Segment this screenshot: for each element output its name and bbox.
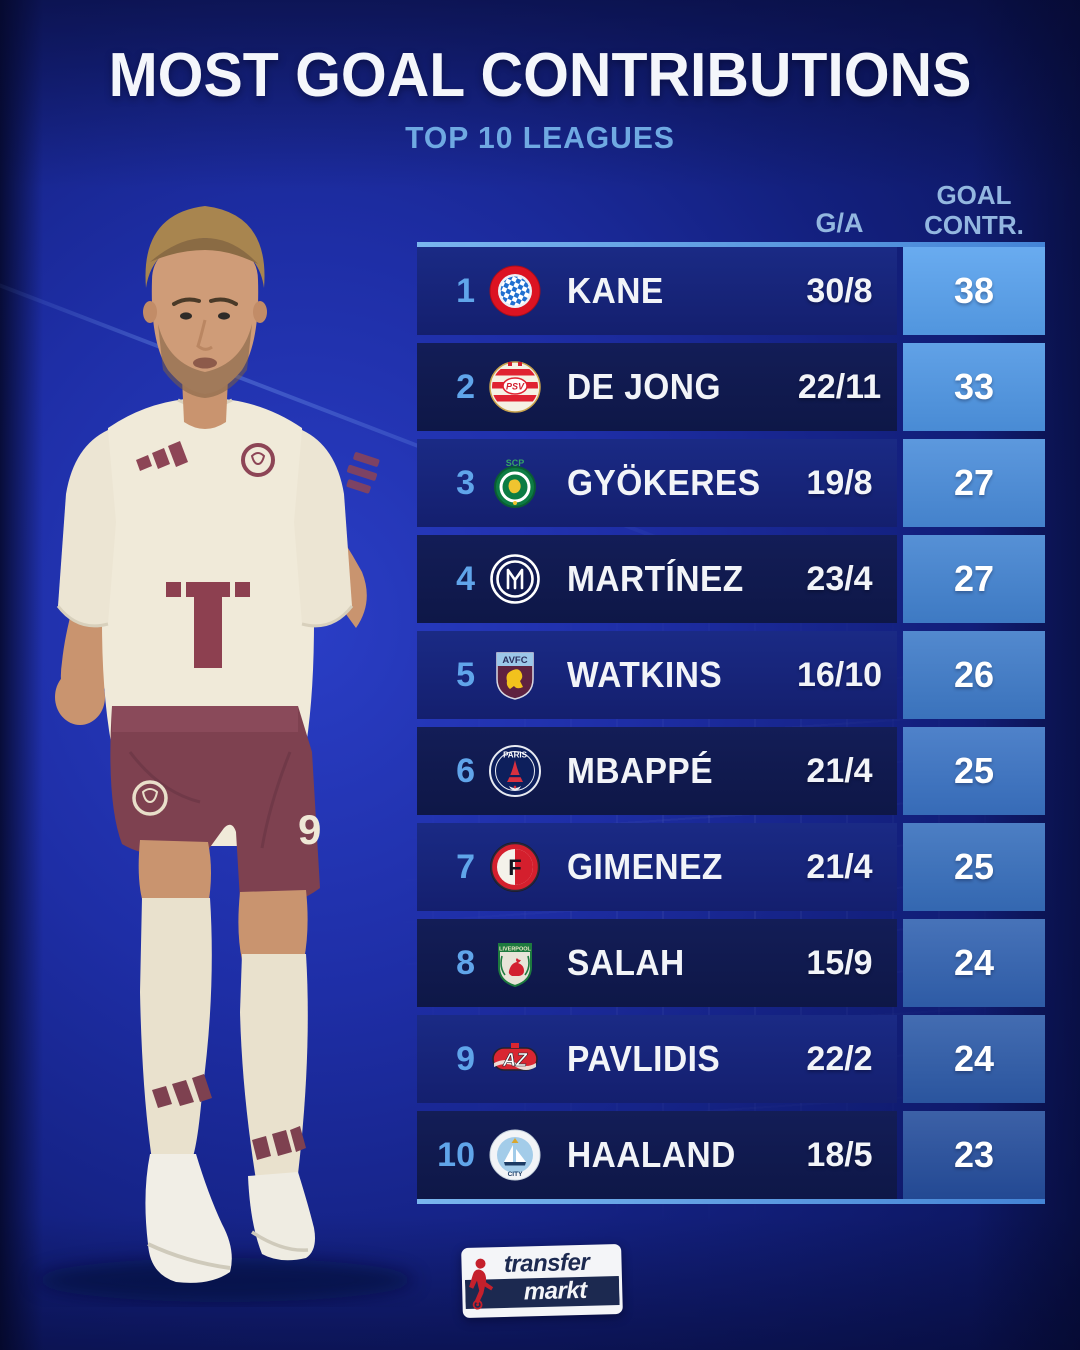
ga-value: 16/10 bbox=[796, 655, 883, 694]
svg-text:LIVERPOOL: LIVERPOOL bbox=[499, 947, 531, 953]
rank-label: 5 bbox=[456, 655, 475, 694]
player-name: GYÖKERES bbox=[567, 462, 761, 503]
table-row: 8 LIVERPOOL SALAH 15/9 24 bbox=[417, 919, 1045, 1007]
table-row: 5 AVFC WATKINS 16/10 26 bbox=[417, 631, 1045, 719]
player-name: KANE bbox=[567, 270, 664, 311]
svg-text:9: 9 bbox=[298, 806, 321, 853]
table-row: 9 AZ PAVLIDIS 22/2 24 bbox=[417, 1015, 1045, 1103]
az-alkmaar-badge: AZ bbox=[489, 1033, 541, 1085]
player-name: MBAPPÉ bbox=[567, 750, 714, 791]
svg-text:CITY: CITY bbox=[508, 1171, 523, 1178]
psg-badge: PARIS bbox=[489, 745, 541, 797]
goal-contr-value: 25 bbox=[953, 750, 995, 791]
table-row: 4 MARTÍNEZ 23/4 27 bbox=[417, 535, 1045, 623]
rank-label: 4 bbox=[456, 559, 475, 598]
aston-villa-badge: AVFC bbox=[489, 649, 541, 701]
player-photo-harry-kane: 9 bbox=[35, 206, 415, 1302]
inter-milan-badge bbox=[489, 553, 541, 605]
sporting-cp-badge: SCP bbox=[489, 457, 541, 509]
ga-value: 21/4 bbox=[806, 751, 873, 790]
goal-contr-cell: 24 bbox=[903, 1015, 1045, 1103]
svg-text:AVFC: AVFC bbox=[502, 655, 527, 666]
table-row: 2 PSV DE JONG 22/11 33 bbox=[417, 343, 1045, 431]
player-name: GIMENEZ bbox=[567, 846, 723, 887]
table-row: 1 KANE 30/8 38 bbox=[417, 247, 1045, 335]
goal-contr-value: 24 bbox=[953, 1038, 995, 1079]
psv-eindhoven-badge: PSV bbox=[489, 361, 541, 413]
goal-contr-value: 27 bbox=[953, 558, 995, 599]
feyenoord-badge: F bbox=[489, 841, 541, 893]
rank-label: 7 bbox=[456, 847, 475, 886]
table-row: 10 CITY HAALAND 18/5 23 bbox=[417, 1111, 1045, 1199]
table-bottom-border bbox=[417, 1199, 1045, 1204]
rank-label: 1 bbox=[456, 271, 475, 310]
ga-value: 15/9 bbox=[806, 943, 873, 982]
leaderboard-table: 1 KANE 30/8 38 2 PSV DE JONG 22/11 33 3 … bbox=[417, 247, 1045, 1199]
goal-contr-cell: 26 bbox=[903, 631, 1045, 719]
rank-label: 10 bbox=[437, 1135, 475, 1174]
table-row: 3 SCP GYÖKERES 19/8 27 bbox=[417, 439, 1045, 527]
svg-text:F: F bbox=[508, 855, 521, 880]
goal-contr-cell: 27 bbox=[903, 535, 1045, 623]
ga-value: 18/5 bbox=[806, 1135, 873, 1174]
goal-contr-value: 38 bbox=[953, 270, 995, 311]
page-subtitle: TOP 10 LEAGUES bbox=[405, 120, 675, 155]
table-row: 7 F GIMENEZ 21/4 25 bbox=[417, 823, 1045, 911]
goal-contr-value: 24 bbox=[953, 942, 995, 983]
rank-label: 2 bbox=[456, 367, 475, 406]
table-top-border bbox=[417, 242, 1045, 247]
col-header-goal-contr: GOAL CONTR. bbox=[903, 180, 1045, 240]
col-header-goal-line1: GOAL bbox=[936, 180, 1012, 210]
svg-text:SCP: SCP bbox=[506, 458, 525, 468]
svg-text:AZ: AZ bbox=[502, 1050, 528, 1070]
table-row: 6 PARIS MBAPPÉ 21/4 25 bbox=[417, 727, 1045, 815]
player-name: HAALAND bbox=[567, 1134, 736, 1175]
ga-value: 21/4 bbox=[806, 847, 873, 886]
goal-contr-cell: 25 bbox=[903, 823, 1045, 911]
goal-contr-cell: 23 bbox=[903, 1111, 1045, 1199]
goal-contr-cell: 33 bbox=[903, 343, 1045, 431]
svg-text:PARIS: PARIS bbox=[503, 751, 528, 760]
goal-contr-value: 26 bbox=[953, 654, 995, 695]
rank-label: 9 bbox=[456, 1039, 475, 1078]
rank-label: 3 bbox=[456, 463, 475, 502]
bayern-munich-badge bbox=[489, 265, 541, 317]
col-header-goal-line2: CONTR. bbox=[924, 210, 1024, 241]
ga-value: 30/8 bbox=[806, 271, 873, 310]
rank-label: 8 bbox=[456, 943, 475, 982]
goal-contr-value: 23 bbox=[953, 1134, 995, 1175]
player-name: PAVLIDIS bbox=[567, 1038, 721, 1079]
player-name: DE JONG bbox=[567, 366, 721, 407]
goal-contr-cell: 24 bbox=[903, 919, 1045, 1007]
goal-contr-value: 25 bbox=[953, 846, 995, 887]
player-name: WATKINS bbox=[567, 654, 723, 695]
transfermarkt-logo: transfer markt bbox=[461, 1243, 623, 1319]
goal-contr-cell: 38 bbox=[903, 247, 1045, 335]
rank-label: 6 bbox=[456, 751, 475, 790]
col-header-ga: G/A bbox=[815, 208, 864, 238]
ga-value: 19/8 bbox=[806, 463, 873, 502]
player-shadow bbox=[35, 1258, 415, 1302]
player-name: MARTÍNEZ bbox=[567, 558, 744, 599]
goal-contr-cell: 25 bbox=[903, 727, 1045, 815]
page-title: MOST GOAL CONTRIBUTIONS bbox=[108, 41, 972, 110]
goal-contr-value: 33 bbox=[953, 366, 995, 407]
player-name: SALAH bbox=[567, 942, 685, 983]
liverpool-badge: LIVERPOOL bbox=[489, 937, 541, 989]
svg-text:PSV: PSV bbox=[506, 382, 525, 392]
ga-value: 23/4 bbox=[806, 559, 873, 598]
transfermarkt-player-icon bbox=[469, 1258, 494, 1310]
ga-value: 22/2 bbox=[806, 1039, 873, 1078]
goal-contr-cell: 27 bbox=[903, 439, 1045, 527]
goal-contr-value: 27 bbox=[953, 462, 995, 503]
ga-value: 22/11 bbox=[797, 367, 882, 406]
manchester-city-badge: CITY bbox=[489, 1129, 541, 1181]
